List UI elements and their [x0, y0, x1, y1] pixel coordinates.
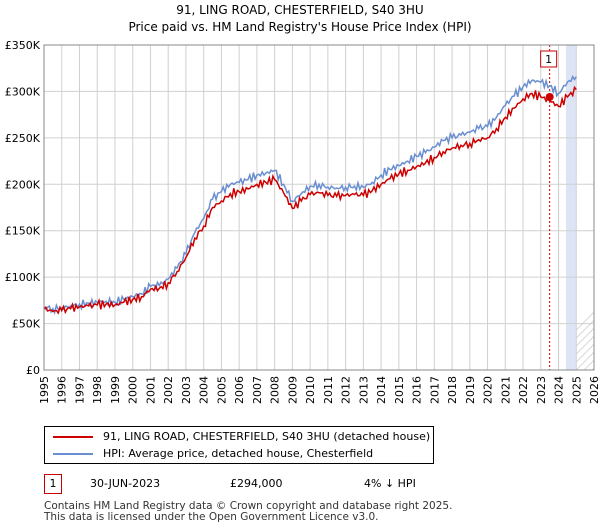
plot-frame [43, 44, 595, 371]
x-tick-label: 2004 [198, 376, 211, 404]
x-tick-label: 2021 [499, 376, 512, 404]
y-tick-label: £250K [5, 132, 41, 145]
x-tick-label: 2023 [535, 376, 548, 404]
footer-copyright: Contains HM Land Registry data © Crown c… [44, 500, 453, 512]
legend-swatch-property [53, 436, 93, 438]
x-tick-label: 1999 [109, 376, 122, 404]
x-tick-label: 2009 [286, 376, 299, 404]
legend: 91, LING ROAD, CHESTERFIELD, S40 3HU (de… [44, 426, 434, 464]
x-tick-label: 2002 [162, 376, 175, 404]
hatched-region [576, 45, 594, 370]
x-tick-label: 2018 [446, 376, 459, 404]
x-tick-label: 2003 [180, 376, 193, 404]
sale-row: 1 30-JUN-2023 £294,000 4% ↓ HPI [44, 474, 584, 494]
x-tick-label: 2001 [144, 376, 157, 404]
y-tick-label: £150K [5, 225, 41, 238]
x-tick-label: 2016 [411, 376, 424, 404]
sale-date: 30-JUN-2023 [90, 477, 161, 490]
y-tick-label: £350K [5, 39, 41, 52]
x-tick-label: 2000 [127, 376, 140, 404]
x-tick-label: 2019 [464, 376, 477, 404]
sale-point [545, 93, 554, 101]
legend-item-hpi: HPI: Average price, detached house, Ches… [53, 446, 373, 462]
y-tick-label: £50K [12, 318, 41, 331]
legend-label-hpi: HPI: Average price, detached house, Ches… [103, 447, 374, 460]
legend-swatch-hpi [53, 453, 93, 455]
x-tick-label: 2017 [428, 376, 441, 404]
legend-item-property: 91, LING ROAD, CHESTERFIELD, S40 3HU (de… [53, 429, 430, 445]
property-price-line [43, 85, 577, 315]
x-tick-label: 1996 [56, 376, 69, 404]
legend-label-property: 91, LING ROAD, CHESTERFIELD, S40 3HU (de… [103, 430, 431, 443]
sale-number-badge: 1 [44, 474, 62, 494]
forecast-shade [565, 45, 577, 370]
y-tick-label: £100K [5, 271, 41, 284]
x-tick-label: 2011 [322, 376, 335, 404]
y-tick-label: £300K [5, 85, 41, 98]
sale-marker-label: 1 [545, 53, 552, 66]
x-tick-label: 2013 [357, 376, 370, 404]
x-tick-label: 2015 [393, 376, 406, 404]
footer: Contains HM Land Registry data © Crown c… [44, 501, 452, 523]
y-tick-label: £0 [26, 364, 40, 377]
y-tick-label: £200K [5, 178, 41, 191]
price-chart: 91, LING ROAD, CHESTERFIELD, S40 3HU Pri… [5, 3, 600, 404]
plot-area [44, 45, 594, 370]
chart-title: 91, LING ROAD, CHESTERFIELD, S40 3HU [176, 3, 423, 17]
x-tick-label: 2012 [340, 376, 353, 404]
x-tick-label: 2026 [588, 376, 600, 404]
x-tick-label: 2014 [375, 376, 388, 404]
sale-marker-box [540, 50, 558, 68]
x-tick-label: 1997 [73, 376, 86, 404]
x-tick-label: 2020 [482, 376, 495, 404]
x-tick-label: 1998 [91, 376, 104, 404]
sale-hpi-diff: 4% ↓ HPI [364, 477, 416, 490]
x-tick-label: 2008 [269, 376, 282, 404]
x-tick-label: 2006 [233, 376, 246, 404]
x-tick-label: 2024 [553, 376, 566, 404]
x-tick-label: 2025 [570, 376, 583, 404]
x-tick-label: 2010 [304, 376, 317, 404]
x-tick-label: 1995 [38, 376, 51, 404]
x-tick-label: 2005 [215, 376, 228, 404]
chart-subtitle: Price paid vs. HM Land Registry's House … [128, 20, 471, 34]
x-tick-label: 2007 [251, 376, 264, 404]
sale-price: £294,000 [230, 477, 283, 490]
footer-license: This data is licensed under the Open Gov… [44, 511, 379, 523]
hpi-line [43, 75, 577, 316]
hatch-line [576, 311, 594, 331]
x-tick-label: 2022 [517, 376, 530, 404]
